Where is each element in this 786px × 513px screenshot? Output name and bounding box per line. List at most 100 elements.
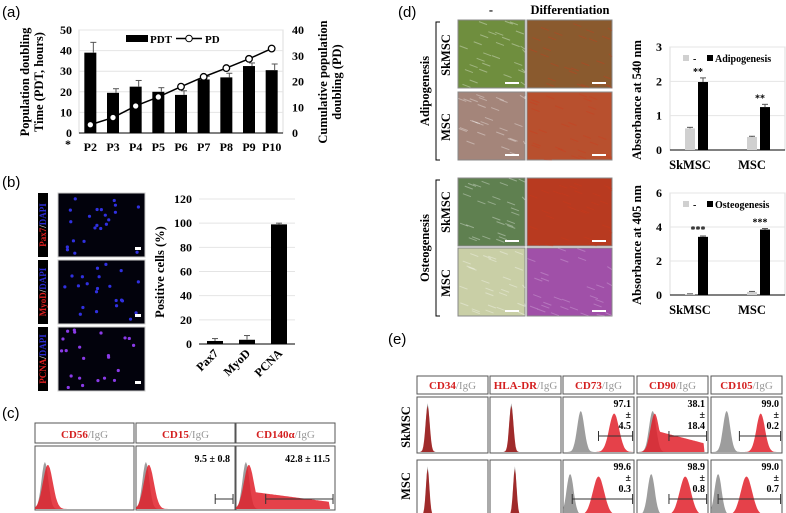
d-osteo-y-tick-label: 2 — [656, 254, 662, 268]
d-image-texture — [492, 196, 501, 201]
d-image-texture — [515, 30, 525, 35]
e-stat: 0.2 — [767, 421, 780, 432]
d-image-texture — [517, 302, 526, 307]
d-row-osteo-skmsc: SkMSC — [439, 191, 453, 233]
d-image-texture — [514, 61, 523, 66]
d-image-texture — [499, 182, 509, 187]
d-osteo-legend-control: - — [693, 200, 696, 211]
d-image-texture — [574, 190, 583, 195]
b-nucleus — [69, 374, 73, 378]
d-image-texture — [509, 137, 518, 142]
d-osteo-legend-treated: Osteogenesis — [715, 200, 770, 211]
d-adipo-legend-control: - — [693, 54, 696, 65]
d-image-texture — [562, 200, 572, 205]
d-scale-bar — [592, 240, 606, 242]
d-image-texture — [541, 189, 550, 194]
d-image-texture — [504, 20, 514, 25]
d-image-texture — [542, 47, 552, 52]
d-image-texture — [499, 99, 508, 103]
d-image-texture — [518, 69, 526, 74]
c-stat: 42.8 ± 11.5 — [285, 454, 330, 465]
b-nucleus — [66, 329, 70, 333]
d-image-texture — [586, 286, 595, 291]
d-image-osteo-skmsc-control — [457, 177, 526, 247]
d-adipo-bar — [747, 136, 757, 150]
d-image-texture — [561, 192, 570, 197]
d-group-osteo: Osteogenesis — [418, 214, 432, 282]
c-header — [235, 422, 336, 444]
d-osteo-significance: *** — [753, 218, 768, 229]
a-point-pd — [199, 72, 208, 81]
d-image-texture — [599, 200, 609, 205]
b-y-tick-label: 80 — [180, 240, 192, 254]
panel-label-e: (e) — [388, 331, 406, 348]
panel-label-d: (d) — [398, 4, 416, 21]
a-point-pd — [267, 44, 276, 53]
d-image-texture — [557, 247, 567, 252]
d-image-texture — [478, 97, 488, 102]
b-y-tick-label: 20 — [180, 313, 192, 327]
a-y-tick-label: 20 — [60, 85, 72, 99]
d-image-texture — [553, 296, 563, 301]
d-image-texture — [481, 279, 490, 284]
b-nucleus — [70, 274, 74, 278]
d-scale-bar — [592, 82, 606, 84]
d-image-texture — [497, 232, 506, 237]
d-image-texture — [503, 74, 512, 79]
d-image-texture — [458, 128, 467, 132]
a-legend-pd: PD — [205, 34, 220, 46]
d-image-texture — [581, 83, 590, 88]
d-image-texture — [581, 209, 590, 214]
d-image-texture — [484, 116, 494, 121]
d-image-texture — [581, 62, 590, 67]
d-image-adipo-skmsc-control — [457, 19, 526, 89]
b-nucleus — [127, 336, 131, 341]
d-image-texture — [529, 101, 538, 106]
e-isotype-histogram — [642, 474, 660, 513]
d-image-texture — [471, 236, 481, 241]
e-stat: ± — [774, 473, 780, 484]
a-x-tick-label: P9 — [242, 140, 255, 154]
d-image-texture — [589, 295, 599, 300]
d-image-texture — [608, 53, 613, 58]
d-group-bracket — [435, 179, 440, 317]
d-image-texture — [607, 84, 613, 89]
d-image-texture — [472, 183, 482, 188]
d-image-texture — [514, 266, 524, 271]
e-row-msc: MSC — [399, 472, 413, 500]
d-image-texture — [601, 35, 611, 40]
b-nucleus — [95, 286, 100, 291]
d-image-texture — [596, 60, 605, 65]
d-image-texture — [522, 48, 526, 53]
d-image-texture — [583, 236, 592, 241]
e-stat: ± — [700, 473, 706, 484]
d-image-texture — [573, 182, 583, 187]
d-image-texture — [495, 96, 505, 101]
d-image-texture — [571, 155, 580, 160]
d-image-texture — [459, 222, 469, 227]
e-stat: 38.1 — [688, 399, 706, 410]
d-osteo-ylabel: Absorbance at 405 nm — [630, 185, 644, 305]
d-image-texture — [508, 177, 518, 182]
a-y-tick-label: 10 — [60, 105, 72, 119]
d-image-texture — [468, 266, 477, 271]
d-image-texture — [488, 258, 497, 263]
d-image-texture — [518, 178, 526, 183]
d-image-texture — [507, 138, 516, 142]
d-image-texture — [546, 95, 555, 100]
d-adipo-significance: ** — [693, 67, 703, 78]
d-image-texture — [607, 266, 613, 271]
d-image-texture — [477, 200, 486, 205]
b-nucleus — [87, 214, 92, 218]
d-osteo-significance: *** — [691, 225, 706, 236]
d-adipo-bar — [760, 107, 770, 150]
d-image-texture — [573, 23, 582, 28]
d-image-texture — [499, 250, 508, 255]
d-image-texture — [464, 185, 473, 190]
d-image-texture — [540, 271, 549, 276]
d-osteo-bar — [760, 229, 770, 295]
d-image-texture — [522, 284, 526, 289]
b-y-tick-label: 0 — [186, 337, 192, 351]
d-image-texture — [588, 242, 597, 247]
d-image-texture — [458, 97, 467, 102]
